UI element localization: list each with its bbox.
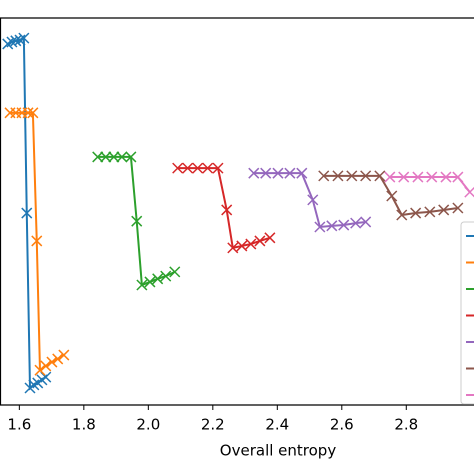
marker (318, 170, 330, 182)
series-line (253, 172, 366, 229)
marker (172, 162, 184, 174)
x-tick-label: 2.6 (330, 416, 354, 434)
marker (264, 232, 276, 244)
marker (160, 270, 172, 282)
marker (464, 186, 474, 198)
marker (31, 235, 43, 247)
marker (426, 171, 438, 183)
marker (410, 207, 422, 219)
marker (100, 151, 112, 163)
marker (360, 216, 372, 228)
marker (314, 221, 326, 233)
marker (360, 170, 372, 182)
marker (245, 238, 257, 250)
marker (236, 240, 248, 252)
marker (254, 235, 266, 247)
marker (40, 371, 52, 383)
marker (221, 204, 233, 216)
marker (338, 219, 350, 231)
x-tick-label: 1.8 (72, 416, 96, 434)
marker (202, 162, 214, 174)
marker (58, 349, 70, 361)
marker (18, 32, 30, 44)
marker (192, 162, 204, 174)
marker (116, 151, 128, 163)
marker (182, 162, 194, 174)
marker (144, 276, 156, 288)
marker (284, 167, 296, 179)
marker (386, 190, 398, 202)
marker (374, 170, 386, 182)
marker (136, 279, 148, 291)
marker (346, 170, 358, 182)
legend-box (460, 221, 474, 405)
marker (46, 356, 58, 368)
marker (384, 171, 396, 183)
marker (125, 151, 137, 163)
marker (398, 171, 410, 183)
marker (332, 170, 344, 182)
marker (296, 167, 308, 179)
marker (452, 171, 464, 183)
marker (272, 167, 284, 179)
marker (227, 242, 239, 254)
marker (131, 215, 143, 227)
marker (438, 204, 450, 216)
marker (248, 167, 260, 179)
marker (440, 171, 452, 183)
marker (52, 353, 64, 365)
marker (92, 151, 104, 163)
marker (326, 220, 338, 232)
marker (34, 364, 46, 376)
x-tick-label: 2.8 (394, 416, 418, 434)
marker (40, 360, 52, 372)
x-tick-label: 2.0 (136, 416, 160, 434)
marker (424, 206, 436, 218)
marker (22, 107, 34, 119)
marker (21, 207, 33, 219)
x-tick-label: 1.6 (7, 416, 31, 434)
marker (152, 273, 164, 285)
marker (452, 202, 464, 214)
marker (212, 162, 224, 174)
marker (108, 151, 120, 163)
marker (169, 266, 181, 278)
x-tick-label: 2.4 (265, 416, 289, 434)
marker (396, 209, 408, 221)
marker (307, 194, 319, 206)
marker (412, 171, 424, 183)
x-axis-label: Overall entropy (220, 442, 337, 460)
x-tick-label: 2.2 (201, 416, 225, 434)
marker (10, 35, 22, 47)
marker (260, 167, 272, 179)
marker (350, 217, 362, 229)
marker (27, 107, 39, 119)
